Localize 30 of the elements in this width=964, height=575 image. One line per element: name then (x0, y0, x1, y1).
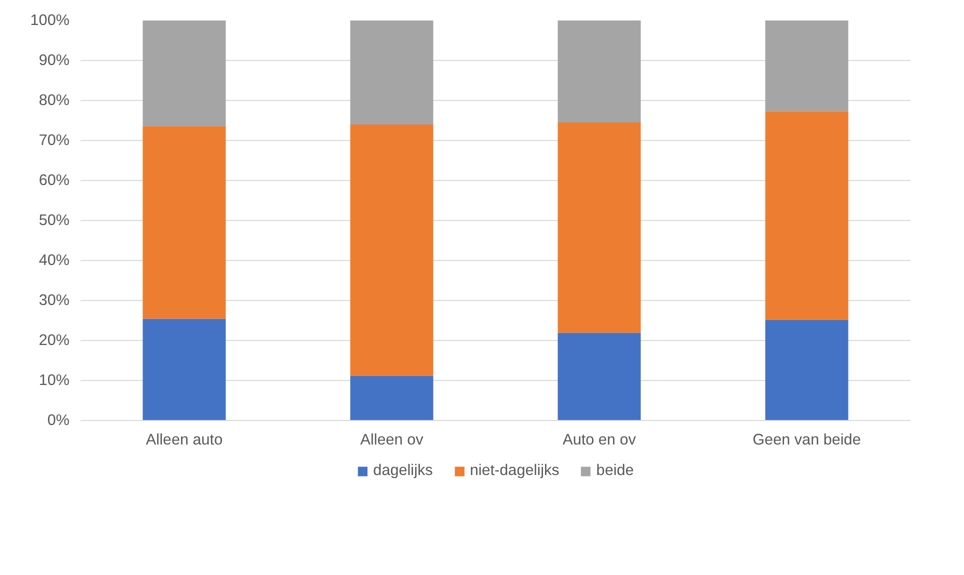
bar (765, 111, 848, 320)
y-tick-label: 90% (38, 52, 70, 69)
legend-label: beide (596, 462, 634, 480)
y-tick-label: 20% (38, 332, 70, 349)
y-tick-label: 100% (30, 12, 70, 29)
bar (142, 318, 226, 420)
bar (558, 20, 641, 122)
bar (350, 124, 434, 376)
x-tick-label: Geen van beide (752, 432, 861, 448)
y-tick-label: 30% (38, 292, 70, 309)
y-tick-label: 0% (47, 412, 70, 429)
x-tick-label: Alleen ov (360, 432, 424, 448)
bar (350, 20, 434, 124)
bar (558, 332, 641, 420)
legend-label: dagelijks (373, 462, 433, 480)
y-tick-label: 50% (38, 212, 70, 229)
y-tick-label: 70% (38, 132, 70, 149)
bar (142, 126, 226, 319)
y-tick-label: 10% (38, 372, 70, 389)
y-tick-label: 80% (38, 92, 70, 109)
bar (350, 376, 434, 420)
x-tick-label: Auto en ov (562, 432, 636, 448)
bar (765, 320, 848, 420)
y-tick-label: 40% (38, 252, 70, 269)
y-tick-label: 60% (38, 172, 70, 189)
bar (558, 122, 641, 333)
x-tick-label: Alleen auto (146, 432, 223, 448)
bar (765, 20, 848, 112)
bar (142, 20, 226, 126)
legend-label: niet-dagelijks (470, 462, 560, 480)
